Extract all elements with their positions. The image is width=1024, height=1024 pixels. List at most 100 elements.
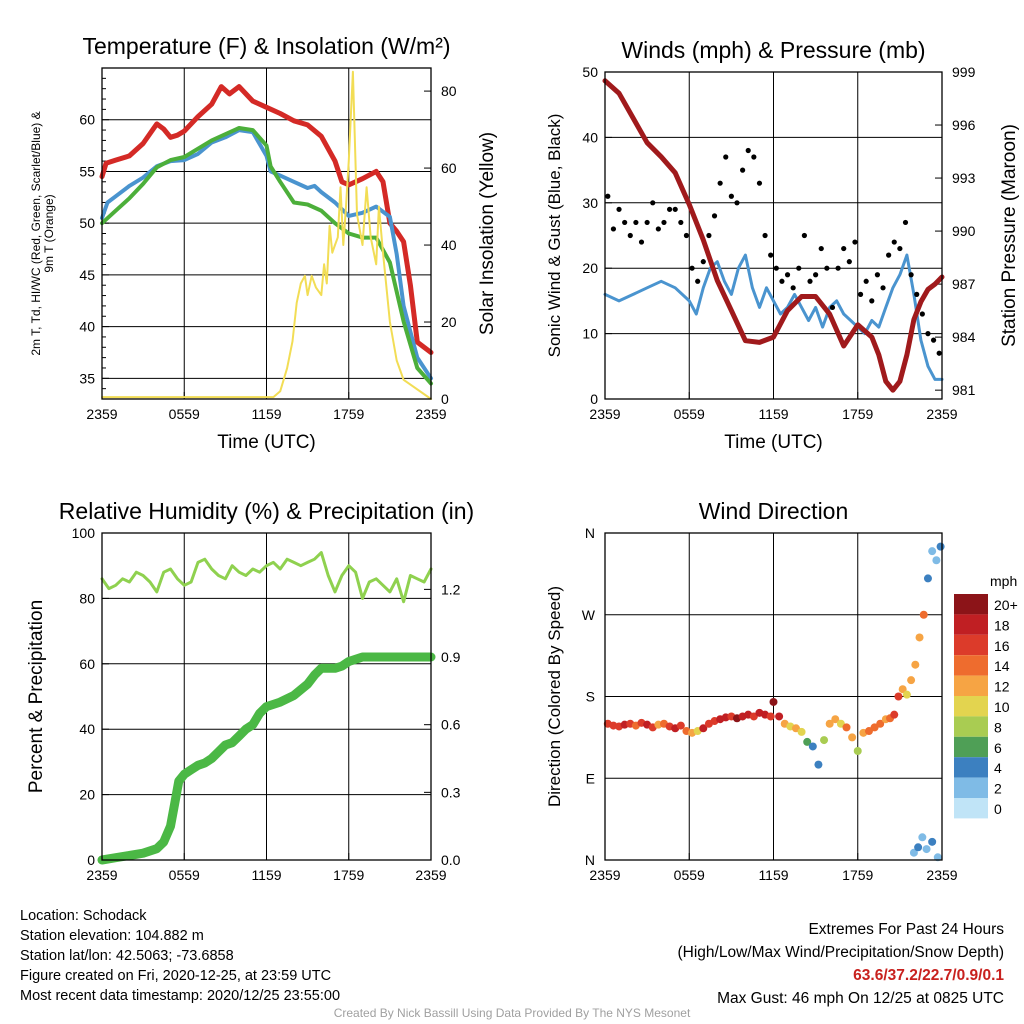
- gust-point: [695, 278, 701, 284]
- gust-point: [902, 219, 909, 226]
- gust-point: [616, 206, 622, 212]
- x-tick-label: 2359: [589, 867, 620, 883]
- gust-point: [661, 219, 667, 226]
- direction-point: [918, 833, 927, 842]
- gust-point: [644, 219, 650, 226]
- solar-line: [101, 70, 432, 400]
- gust-point: [886, 252, 892, 258]
- plot-frame: [101, 67, 432, 400]
- gust-point: [768, 252, 774, 258]
- y2-tick-label: 999: [952, 64, 976, 80]
- gust-point: [936, 350, 942, 356]
- x-axis-label: Time (UTC): [724, 432, 823, 453]
- direction-point: [907, 676, 916, 685]
- extremes-box: Extremes For Past 24 Hours (High/Low/Max…: [678, 918, 1005, 1010]
- y2-tick-label: 984: [952, 329, 976, 345]
- y-axis-label-line: 9m T (Orange): [42, 194, 56, 272]
- direction-point: [820, 736, 829, 745]
- y-tick-label: E: [586, 770, 595, 786]
- gust-point: [756, 180, 763, 186]
- gust-point: [818, 245, 824, 252]
- gust-point: [700, 259, 706, 265]
- plot-frame: [604, 71, 943, 400]
- figure-created: Figure created on Fri, 2020-12-25, at 23…: [20, 968, 332, 984]
- gust-point: [711, 213, 718, 219]
- direction-point: [928, 547, 937, 556]
- direction-point: [936, 542, 945, 551]
- y2-tick-label: 1.2: [441, 581, 461, 597]
- y-tick-label: 40: [582, 129, 598, 145]
- pressure-line: [602, 78, 945, 393]
- gust-point: [605, 193, 611, 199]
- direction-point: [848, 733, 857, 742]
- direction-point: [928, 837, 937, 846]
- legend-label: 16: [994, 638, 1010, 654]
- y-tick-label: 35: [79, 370, 95, 386]
- y-tick-label: 50: [79, 215, 95, 231]
- station-info: Location: Schodack Station elevation: 10…: [20, 906, 340, 1006]
- gust-point: [734, 200, 740, 206]
- x-tick-label: 1159: [251, 406, 281, 422]
- legend-label: 6: [994, 740, 1002, 756]
- gust-point: [650, 200, 656, 206]
- gust-point: [784, 272, 791, 278]
- x-tick-label: 2359: [926, 406, 957, 422]
- gust-point: [666, 206, 673, 212]
- humidity-panel: Relative Humidity (%) & Precipitation (i…: [26, 498, 474, 883]
- y2-tick-label: 80: [441, 83, 457, 99]
- x-tick-label: 1159: [758, 406, 788, 422]
- direction-point: [915, 633, 924, 642]
- gust-point: [829, 304, 836, 311]
- x-tick-label: 1759: [333, 406, 364, 422]
- gust-point: [706, 232, 712, 239]
- gust-point: [801, 232, 807, 239]
- y2-tick-label: 981: [952, 382, 976, 398]
- y-axis-label-line: 2m T, Td, HI/WC (Red, Green, Scarlet/Blu…: [29, 111, 43, 355]
- gust-point: [717, 180, 723, 186]
- gust-point: [779, 278, 785, 284]
- gust-point: [919, 311, 925, 317]
- station-location: Location: Schodack: [20, 908, 147, 924]
- y2-tick-label: 990: [952, 223, 976, 239]
- gust-point: [638, 239, 645, 245]
- y-tick-label: W: [582, 607, 596, 623]
- direction-point: [914, 843, 923, 852]
- legend-title: mph: [990, 573, 1017, 589]
- gust-point: [622, 219, 628, 226]
- x-tick-label: 2359: [86, 867, 117, 883]
- rh-line: [100, 551, 433, 604]
- x-tick-label: 0559: [169, 406, 200, 422]
- gust-point: [633, 219, 639, 226]
- gust-point: [824, 265, 830, 271]
- gust-point: [655, 226, 661, 232]
- direction-point: [676, 721, 685, 730]
- gust-point: [723, 154, 729, 160]
- plot-frame: [101, 532, 432, 861]
- y2-tick-label: 0: [441, 391, 449, 407]
- legend-label: 0: [994, 801, 1002, 817]
- plot-frame: [604, 532, 943, 861]
- y2-tick-label: 993: [952, 170, 976, 186]
- y-tick-label: 10: [582, 326, 598, 342]
- direction-point: [923, 574, 932, 583]
- y2-tick-label: 987: [952, 276, 976, 292]
- y-axis-label: Percent & Precipitation: [26, 600, 47, 793]
- y-tick-label: 100: [72, 525, 96, 541]
- direction-point: [808, 742, 817, 751]
- y-axis-label: Sonic Wind & Gust (Blue, Black): [545, 114, 564, 358]
- gust-point: [891, 239, 897, 245]
- x-tick-label: 2359: [926, 867, 957, 883]
- direction-point: [814, 760, 823, 769]
- direction-point: [933, 853, 942, 862]
- y2-tick-label: 40: [441, 237, 457, 253]
- direction-point: [803, 737, 812, 746]
- direction-point: [894, 692, 903, 701]
- gust-point: [813, 272, 819, 278]
- legend-swatch: [954, 757, 988, 778]
- legend-label: 18: [994, 617, 1010, 633]
- legend-swatch: [954, 655, 988, 676]
- x-tick-label: 0559: [674, 406, 705, 422]
- gust-point: [796, 265, 802, 271]
- direction-point: [909, 848, 918, 857]
